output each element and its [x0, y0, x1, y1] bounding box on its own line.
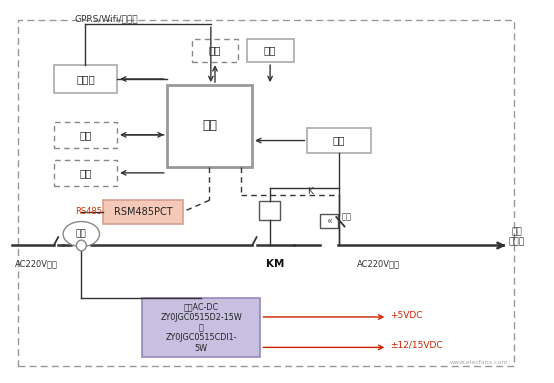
FancyBboxPatch shape — [247, 39, 294, 62]
Text: AC220V输入: AC220V输入 — [15, 259, 58, 268]
FancyBboxPatch shape — [54, 122, 117, 148]
Text: 输入: 输入 — [264, 46, 276, 56]
FancyBboxPatch shape — [54, 160, 117, 186]
Text: «: « — [326, 216, 332, 226]
FancyBboxPatch shape — [259, 201, 280, 220]
Text: 刷卡: 刷卡 — [79, 130, 92, 140]
FancyBboxPatch shape — [142, 298, 260, 357]
Text: AC220V输出: AC220V输出 — [357, 259, 400, 268]
Text: 车载
充电机: 车载 充电机 — [509, 228, 525, 247]
Text: RS485: RS485 — [75, 207, 102, 216]
FancyBboxPatch shape — [307, 128, 371, 154]
Text: ±12/15VDC: ±12/15VDC — [390, 341, 443, 350]
Text: 打印: 打印 — [79, 168, 92, 178]
FancyBboxPatch shape — [320, 214, 337, 228]
Text: KM: KM — [266, 259, 285, 269]
Text: RSM485PCT: RSM485PCT — [114, 207, 173, 217]
Circle shape — [63, 221, 100, 247]
FancyBboxPatch shape — [167, 85, 252, 167]
Text: GPRS/Wifi/以太网: GPRS/Wifi/以太网 — [74, 14, 138, 23]
Text: 急停: 急停 — [333, 136, 345, 146]
Text: 隔离AC-DC
ZY0JGC0515D2-15W
或
ZY0JGC0515CDI1-
5W: 隔离AC-DC ZY0JGC0515D2-15W 或 ZY0JGC0515CDI… — [160, 302, 242, 353]
FancyBboxPatch shape — [54, 65, 117, 93]
Text: 车联网: 车联网 — [76, 74, 95, 84]
FancyBboxPatch shape — [192, 39, 238, 62]
Text: 电表: 电表 — [76, 229, 86, 239]
Text: 插座: 插座 — [342, 213, 352, 222]
Text: K: K — [307, 187, 313, 196]
Ellipse shape — [76, 240, 86, 251]
Text: 主控: 主控 — [202, 119, 217, 133]
FancyBboxPatch shape — [104, 200, 183, 224]
Text: +5VDC: +5VDC — [390, 311, 423, 319]
Text: 显示: 显示 — [209, 46, 221, 56]
Text: www.elecfans.com: www.elecfans.com — [450, 360, 509, 365]
